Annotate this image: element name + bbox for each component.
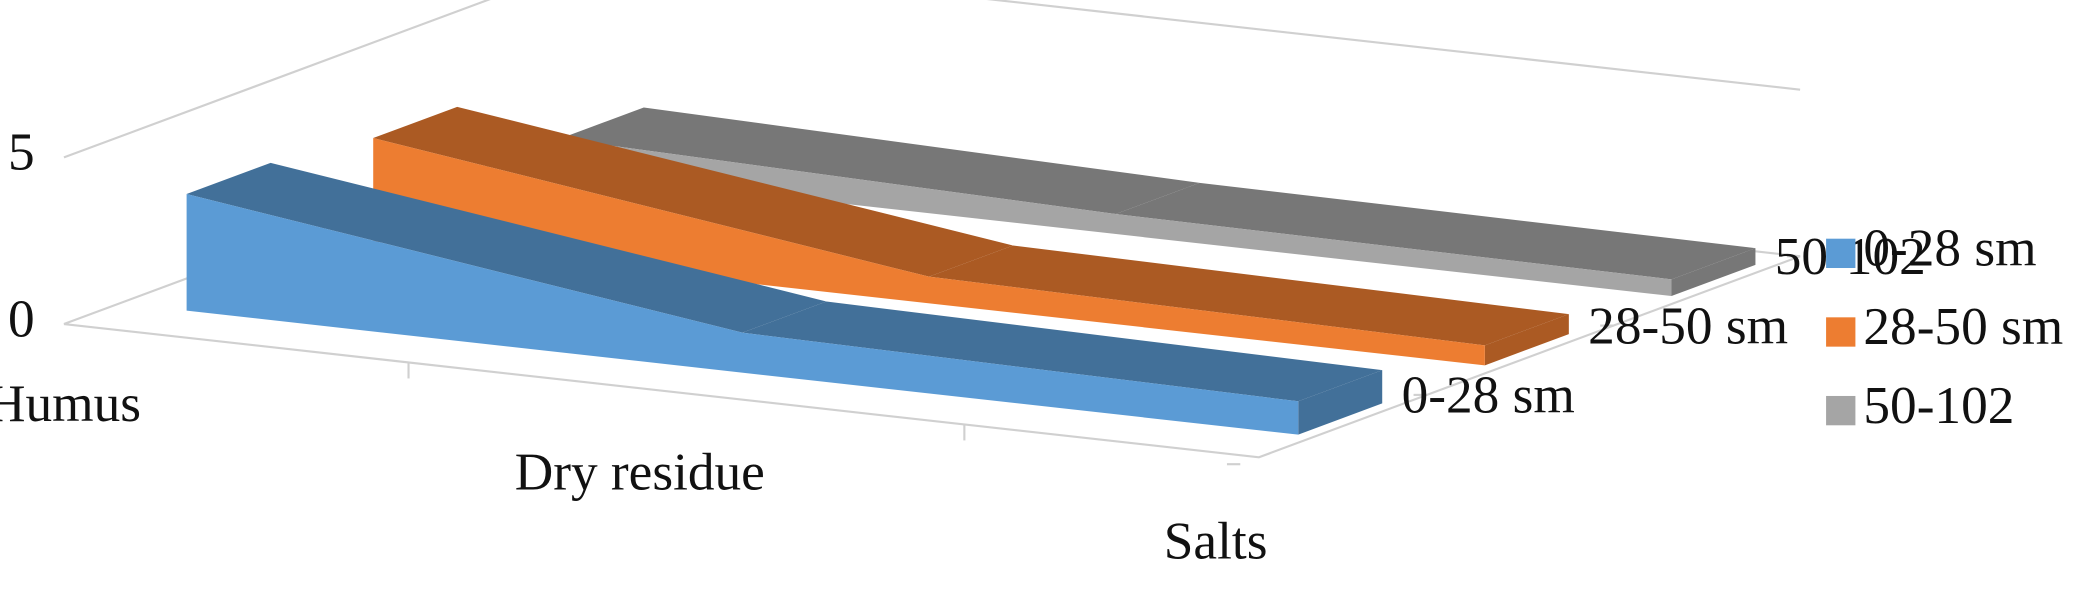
grid-line [63,0,1801,159]
legend-swatch [1826,395,1856,426]
area-end [1298,370,1383,435]
x-tick-label: Salts [1164,510,1268,570]
legend-label: 0-28 sm [1863,218,2036,278]
legend-swatch [1826,317,1856,347]
legend-label: 28-50 sm [1863,296,2063,356]
legend-label: 50-102 [1863,375,2014,435]
floor-edge [63,255,1801,459]
area-top [186,162,827,333]
y-tick-label: 0 [8,288,35,348]
area-top [929,245,1569,346]
area-top [1115,182,1756,280]
area [559,138,1672,297]
y-tick-label: 5 [8,122,35,182]
area-top [559,107,1200,215]
x-tick-label: Humus [0,373,141,433]
series-axis-label: 0-28 sm [1402,365,1575,425]
area-end [1484,314,1569,366]
area-top [373,106,1014,277]
x-tick-label: Dry residue [515,442,765,502]
area [186,194,1299,435]
area-end [1671,248,1756,297]
series-axis-label: 28-50 sm [1588,295,1788,355]
legend-swatch [1826,238,1856,269]
area-top [742,301,1383,402]
